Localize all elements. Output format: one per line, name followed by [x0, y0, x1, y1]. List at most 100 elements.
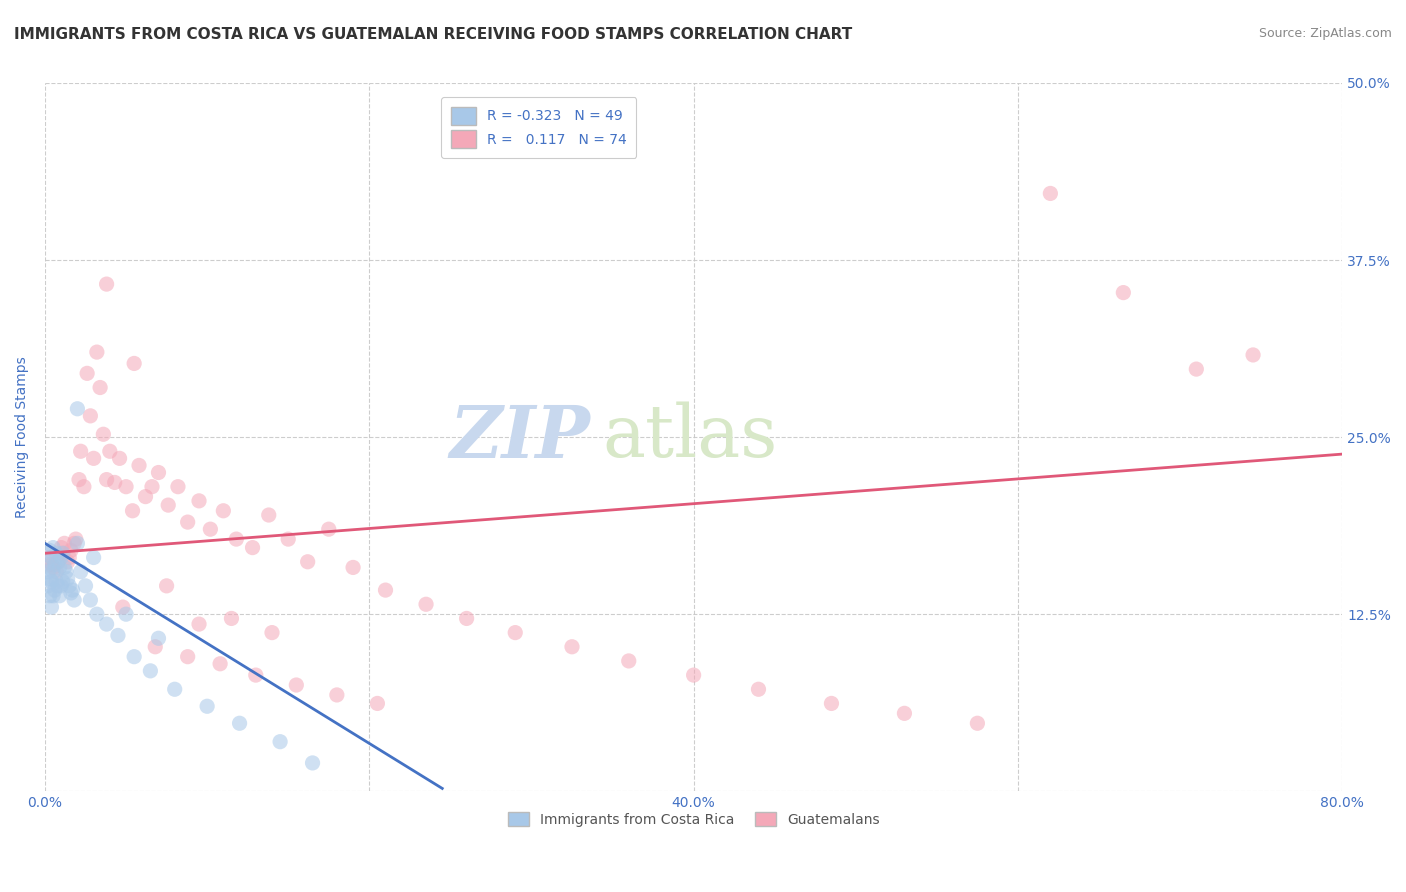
Point — [115, 480, 138, 494]
Point — [42, 589, 65, 603]
Text: IMMIGRANTS FROM COSTA RICA VS GUATEMALAN RECEIVING FOOD STAMPS CORRELATION CHART: IMMIGRANTS FROM COSTA RICA VS GUATEMALAN… — [14, 27, 852, 42]
Point — [176, 515, 198, 529]
Legend: Immigrants from Costa Rica, Guatemalans: Immigrants from Costa Rica, Guatemalans — [501, 805, 886, 834]
Point — [96, 617, 118, 632]
Point — [37, 550, 59, 565]
Point — [46, 555, 69, 569]
Point — [48, 589, 70, 603]
Point — [38, 572, 60, 586]
Point — [52, 574, 75, 589]
Point — [41, 550, 63, 565]
Point — [115, 607, 138, 622]
Point — [83, 451, 105, 466]
Point — [176, 649, 198, 664]
Point — [35, 558, 58, 572]
Point — [209, 657, 232, 671]
Point — [107, 628, 129, 642]
Point — [51, 541, 73, 555]
Point — [48, 560, 70, 574]
Point — [260, 625, 283, 640]
Point — [225, 532, 247, 546]
Point — [122, 356, 145, 370]
Point — [148, 466, 170, 480]
Point — [53, 560, 76, 574]
Point — [221, 611, 243, 625]
Point — [52, 546, 75, 560]
Point — [1112, 285, 1135, 300]
Point — [167, 480, 190, 494]
Point — [128, 458, 150, 473]
Point — [503, 625, 526, 640]
Point — [46, 555, 69, 569]
Point — [134, 490, 156, 504]
Point — [682, 668, 704, 682]
Point — [277, 532, 299, 546]
Point — [51, 550, 73, 565]
Point — [38, 589, 60, 603]
Point — [188, 493, 211, 508]
Point — [893, 706, 915, 721]
Text: Source: ZipAtlas.com: Source: ZipAtlas.com — [1258, 27, 1392, 40]
Point — [1241, 348, 1264, 362]
Point — [157, 498, 180, 512]
Point — [104, 475, 127, 490]
Point — [93, 427, 115, 442]
Point — [139, 664, 162, 678]
Point — [200, 522, 222, 536]
Point — [38, 543, 60, 558]
Point — [148, 632, 170, 646]
Point — [58, 579, 80, 593]
Point — [188, 617, 211, 632]
Point — [966, 716, 988, 731]
Point — [67, 473, 90, 487]
Point — [561, 640, 583, 654]
Point — [58, 550, 80, 565]
Point — [41, 558, 63, 572]
Point — [53, 536, 76, 550]
Point — [79, 409, 101, 423]
Point — [55, 565, 77, 579]
Point — [59, 543, 82, 558]
Y-axis label: Receiving Food Stamps: Receiving Food Stamps — [15, 356, 30, 518]
Point — [45, 574, 67, 589]
Point — [96, 277, 118, 292]
Point — [42, 541, 65, 555]
Point — [257, 508, 280, 522]
Point — [155, 579, 177, 593]
Point — [83, 550, 105, 565]
Point — [42, 560, 65, 574]
Point — [617, 654, 640, 668]
Point — [66, 401, 89, 416]
Point — [245, 668, 267, 682]
Point — [75, 579, 97, 593]
Point — [163, 682, 186, 697]
Point — [51, 579, 73, 593]
Point — [228, 716, 250, 731]
Point — [122, 649, 145, 664]
Point — [820, 697, 842, 711]
Point — [456, 611, 478, 625]
Point — [56, 555, 79, 569]
Point — [44, 558, 66, 572]
Point — [301, 756, 323, 770]
Point — [45, 546, 67, 560]
Point — [342, 560, 364, 574]
Point — [46, 579, 69, 593]
Point — [69, 565, 91, 579]
Point — [143, 640, 166, 654]
Point — [52, 546, 75, 560]
Point — [366, 697, 388, 711]
Point — [374, 583, 396, 598]
Point — [1039, 186, 1062, 201]
Point — [76, 367, 98, 381]
Point — [121, 504, 143, 518]
Point — [44, 583, 66, 598]
Point — [242, 541, 264, 555]
Point — [69, 444, 91, 458]
Point — [56, 572, 79, 586]
Point — [96, 473, 118, 487]
Point — [297, 555, 319, 569]
Point — [1185, 362, 1208, 376]
Point — [285, 678, 308, 692]
Point — [195, 699, 218, 714]
